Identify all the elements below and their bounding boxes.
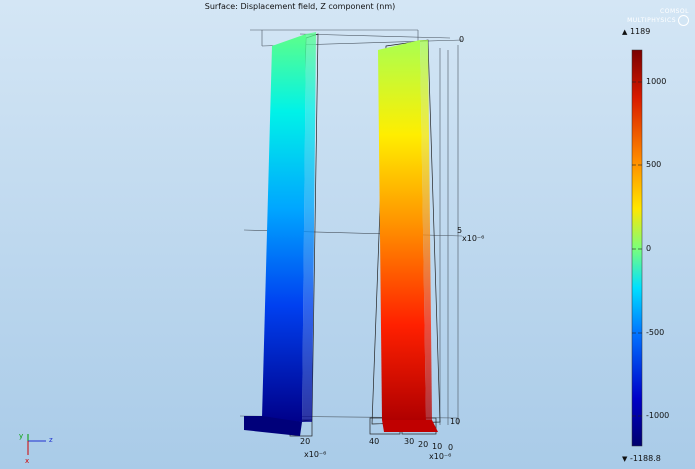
max-triangle-icon: ▲ [622, 28, 628, 36]
colorbar-tick: -1000 [646, 411, 670, 420]
depth-axis-tick: 40 [369, 437, 380, 446]
depth-axis-tick: 10 [432, 442, 443, 451]
vertical-axis-tick: 5 [457, 226, 463, 235]
depth-axis-tick: 30 [404, 437, 415, 446]
min-triangle-icon: ▼ [622, 455, 628, 463]
logo-mark-icon [678, 15, 689, 26]
colorbar-max-label: 1189 [629, 27, 651, 36]
depth-axis-multiplier: x10⁻⁶ [304, 450, 327, 459]
depth-axis-tick: 0 [448, 443, 454, 452]
depth-axis-multiplier: x10⁻⁶ [429, 452, 452, 461]
vertical-axis-tick: 0 [459, 35, 465, 44]
depth-axis-tick: 20 [418, 440, 429, 449]
colorbar-max: ▲ 1189 [622, 27, 650, 36]
triad-x-label: x [25, 457, 30, 465]
logo-text: COMSOL MULTIPHYSICS [627, 8, 689, 24]
right-beam[interactable] [378, 40, 438, 432]
colorbar-min: ▼ -1188.8 [622, 454, 661, 463]
colorbar-tick-marks [632, 81, 642, 417]
colorbar-tick: 0 [646, 244, 652, 253]
colorbar-tick: 1000 [646, 77, 667, 86]
vertical-axis-tick: 10 [450, 417, 461, 426]
colorbar-min-label: -1188.8 [629, 454, 661, 463]
left-beam[interactable] [244, 32, 316, 436]
triad-z-label: z [49, 436, 53, 444]
colorbar-tick: 500 [646, 160, 662, 169]
axis-triad [27, 434, 46, 455]
comsol-logo: COMSOL MULTIPHYSICS [609, 8, 689, 26]
triad-y-label: y [19, 432, 24, 440]
depth-axis-tick: 20 [300, 437, 311, 446]
colorbar-gradient [631, 49, 643, 447]
plot-title: Surface: Displacement field, Z component… [204, 2, 396, 11]
colorbar-tick: -500 [646, 328, 665, 337]
vertical-axis-multiplier: x10⁻⁶ [462, 234, 485, 243]
